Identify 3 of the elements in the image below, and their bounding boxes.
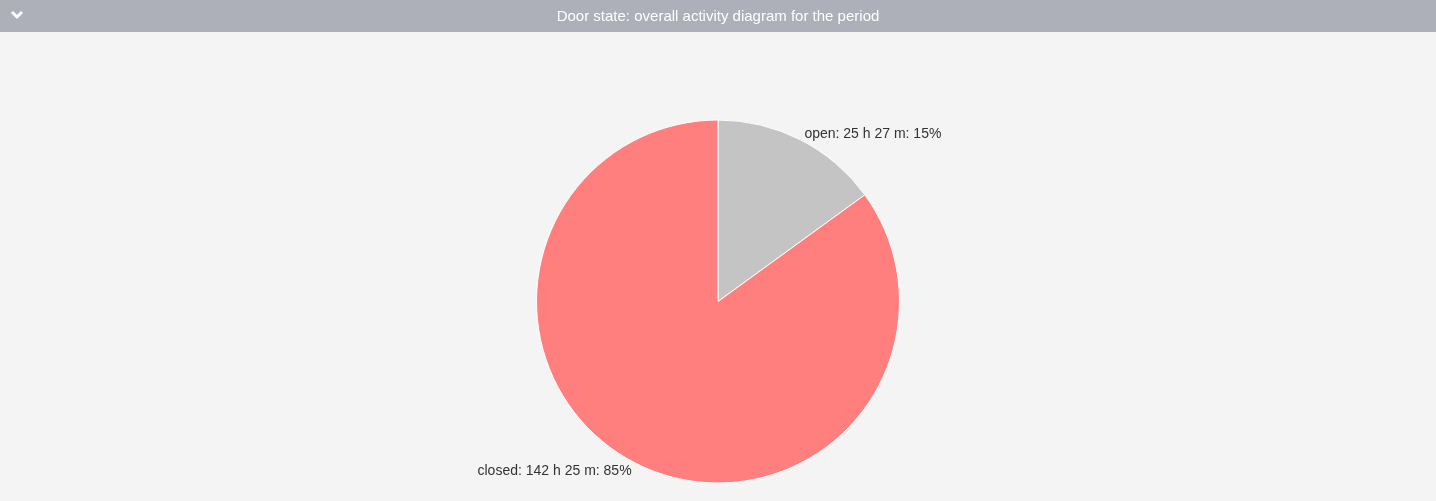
slice-label: closed: 142 h 25 m: 85% <box>477 461 632 478</box>
slice-label: open: 25 h 27 m: 15% <box>804 125 942 142</box>
chart-title: Door state: overall activity diagram for the period <box>556 7 880 24</box>
